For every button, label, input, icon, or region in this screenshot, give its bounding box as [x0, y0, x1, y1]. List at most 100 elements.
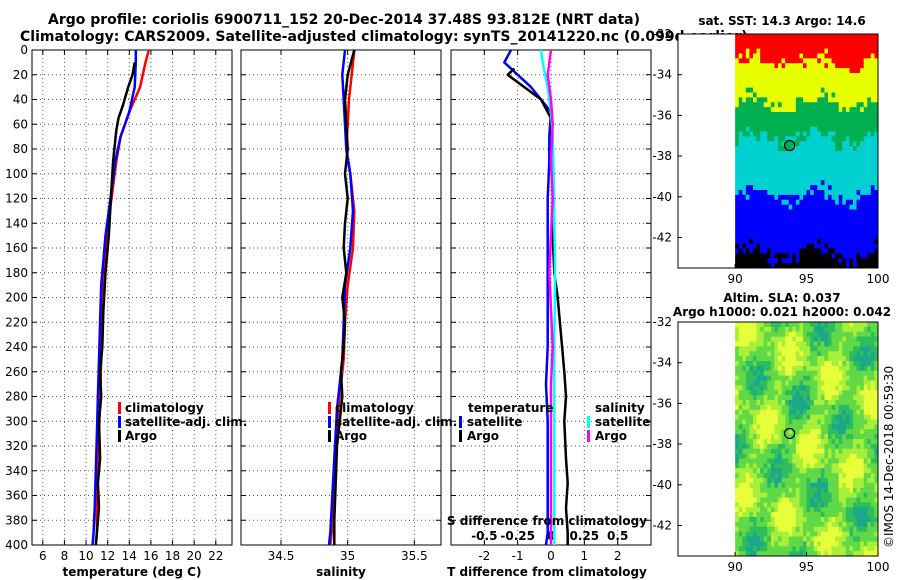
- map-cell: [738, 43, 743, 50]
- map-cell: [778, 453, 782, 459]
- map-cell: [860, 487, 865, 494]
- legend-title-temperature: temperature: [468, 401, 553, 415]
- map-cell: [806, 219, 811, 225]
- map-cell: [738, 429, 743, 435]
- map-cell: [767, 121, 772, 128]
- map-cell: [770, 199, 775, 206]
- y-tick-label: 200: [5, 291, 28, 305]
- map-cell: [813, 419, 818, 425]
- map-cell: [735, 170, 740, 176]
- map-cell: [774, 87, 779, 93]
- map-cell: [799, 346, 804, 352]
- map-cell: [770, 482, 775, 489]
- map-cell: [813, 409, 818, 416]
- map-cell: [770, 541, 775, 547]
- map-cell: [760, 356, 765, 362]
- map-cell: [756, 63, 761, 69]
- map-cell: [874, 404, 879, 411]
- map-cell: [760, 322, 765, 328]
- map-cell: [806, 521, 811, 528]
- map-cell: [828, 473, 832, 479]
- map-cell: [817, 439, 822, 445]
- map-cell: [770, 155, 775, 162]
- map-cell: [799, 190, 804, 196]
- map-cell: [845, 365, 850, 372]
- map-cell: [756, 194, 761, 201]
- map-cell: [849, 492, 854, 498]
- map-cell: [792, 478, 797, 484]
- map-cell: [856, 253, 861, 259]
- map-cell: [767, 258, 772, 264]
- map-cell: [867, 229, 872, 235]
- map-cell: [742, 48, 747, 54]
- map-cell: [742, 229, 747, 235]
- map-cell: [870, 512, 875, 518]
- map-cell: [828, 38, 832, 45]
- map-cell: [745, 492, 750, 498]
- map-cell: [860, 497, 865, 503]
- map-cell: [810, 404, 815, 411]
- map-cell: [856, 146, 861, 152]
- map-cell: [767, 97, 772, 103]
- map-cell: [820, 175, 825, 181]
- map-cell: [745, 322, 750, 328]
- map-cell: [813, 141, 818, 147]
- map-cell: [803, 146, 807, 152]
- map-cell: [788, 209, 793, 215]
- map-cell: [813, 151, 818, 157]
- map-cell: [760, 136, 765, 142]
- map-cell: [745, 107, 750, 113]
- map-cell: [753, 248, 757, 254]
- map-cell: [813, 536, 818, 542]
- map-cell: [856, 443, 861, 450]
- map-cell: [742, 492, 747, 498]
- map-cell: [753, 180, 757, 186]
- map-cell: [795, 151, 800, 157]
- map-cell: [863, 448, 868, 455]
- map-cell: [849, 331, 854, 338]
- map-cell: [770, 87, 775, 93]
- map-cell: [735, 478, 740, 484]
- map-cell: [831, 458, 836, 464]
- map-cell: [820, 463, 825, 469]
- map-cell: [828, 434, 832, 440]
- map-cell: [767, 92, 772, 98]
- map-cell: [778, 439, 782, 445]
- map-cell: [835, 194, 840, 201]
- map-cell: [749, 492, 754, 498]
- map-cell: [831, 126, 836, 132]
- map-cell: [735, 160, 740, 167]
- map-cell: [842, 409, 847, 416]
- map-cell: [860, 356, 865, 362]
- map-cell: [828, 487, 832, 494]
- map-cell: [785, 361, 790, 367]
- map-cell: [735, 155, 740, 162]
- map-cell: [774, 370, 779, 377]
- map-cell: [835, 482, 840, 489]
- map-cell: [749, 214, 754, 220]
- map-cell: [856, 160, 861, 167]
- legend-label-argo: Argo: [335, 429, 367, 443]
- map-cell: [753, 482, 757, 489]
- map-cell: [742, 473, 747, 479]
- map-cell: [803, 439, 807, 445]
- map-cell: [867, 429, 872, 435]
- map-cell: [742, 497, 747, 503]
- map-cell: [763, 194, 768, 201]
- map-cell: [803, 180, 807, 186]
- map-cell: [849, 107, 854, 113]
- map-cell: [749, 219, 754, 225]
- map-cell: [792, 551, 797, 557]
- map-cell: [820, 497, 825, 503]
- map-cell: [810, 243, 815, 249]
- map-cell: [838, 92, 843, 98]
- map-cell: [767, 87, 772, 93]
- map-cell: [810, 263, 815, 269]
- map-cell: [842, 141, 847, 147]
- map-cell: [863, 468, 868, 474]
- map-cell: [753, 229, 757, 235]
- map-cell: [817, 97, 822, 103]
- map-cell: [763, 73, 768, 79]
- map-cell: [828, 224, 832, 230]
- map-cell: [831, 385, 836, 391]
